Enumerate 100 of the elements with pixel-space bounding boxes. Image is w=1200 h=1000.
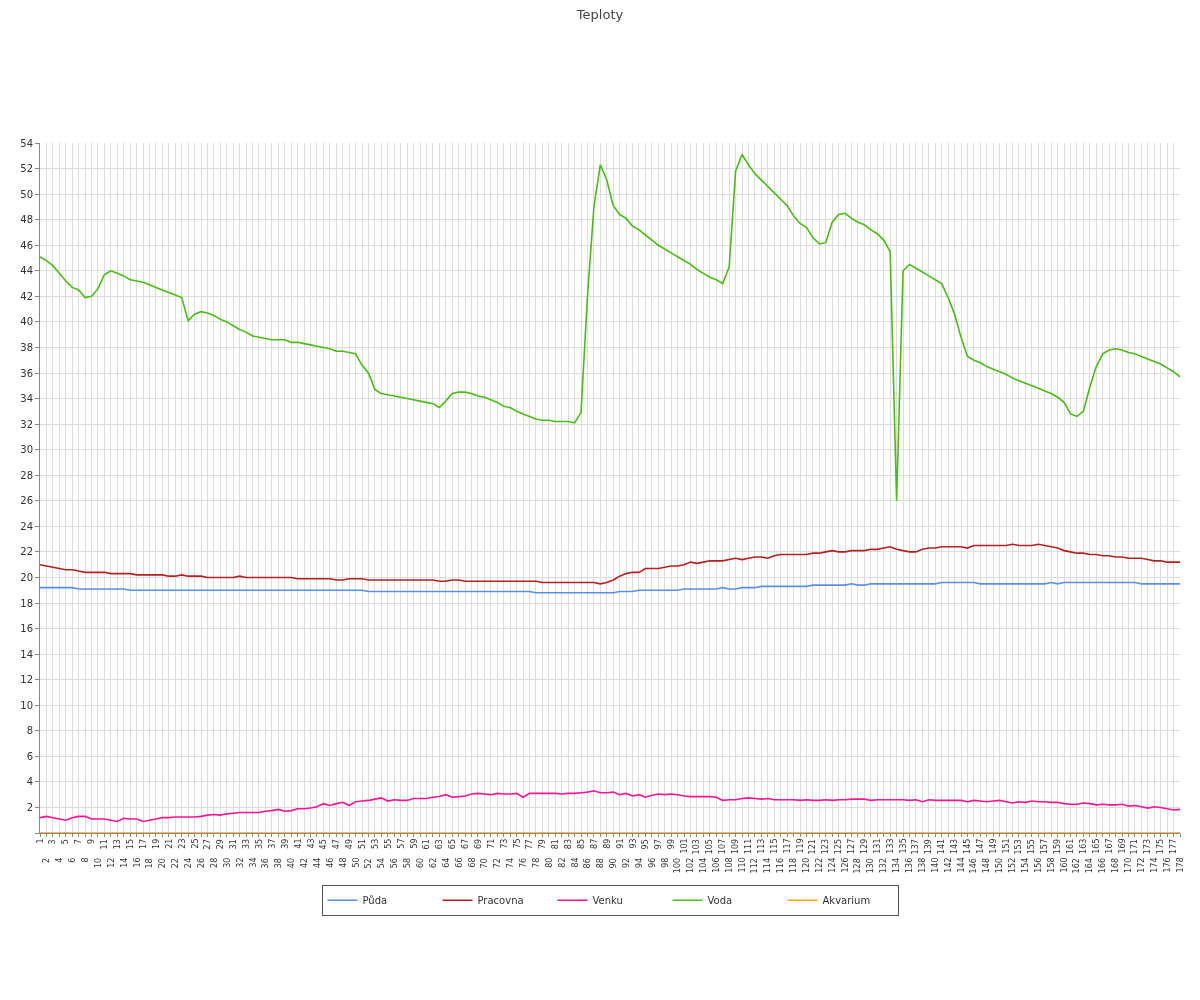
x-tick-label: 9	[87, 838, 97, 845]
x-tick-label: 96	[647, 857, 657, 868]
x-tick-label: 48	[338, 857, 348, 868]
x-tick-label: 24	[184, 857, 194, 869]
x-tick-label: 166	[1098, 857, 1108, 874]
y-tick-label: 24	[20, 520, 33, 532]
x-tick-label: 162	[1072, 858, 1082, 874]
x-tick-label: 49	[345, 838, 355, 850]
x-tick-label: 26	[197, 857, 207, 869]
x-tick-label: 82	[557, 857, 567, 868]
x-tick-label: 60	[416, 857, 425, 868]
x-tick-label: 11	[100, 839, 110, 850]
x-tick-label: 92	[622, 857, 632, 869]
x-tick-label: 174	[1149, 857, 1159, 873]
x-tick-label: 87	[589, 838, 599, 849]
y-tick-label: 52	[20, 163, 33, 175]
x-tick-label: 78	[531, 857, 541, 868]
x-tick-label: 132	[879, 857, 889, 874]
x-tick-label: 142	[943, 857, 953, 873]
x-tick-label: 130	[866, 858, 876, 874]
x-tick-label: 128	[853, 858, 863, 874]
x-tick-label: 147	[975, 838, 985, 854]
x-tick-label: 139	[924, 839, 934, 855]
y-tick-label: 32	[20, 418, 33, 430]
x-tick-label: 47	[332, 839, 342, 850]
x-tick-label: 10	[93, 857, 103, 868]
x-tick-label: 102	[686, 857, 696, 874]
x-tick-label: 53	[370, 838, 380, 849]
x-tick-label: 16	[132, 857, 142, 868]
y-tick-label: 50	[20, 188, 33, 200]
y-tick-label: 36	[20, 367, 33, 379]
x-tick-label: 151	[1001, 838, 1011, 854]
x-tick-label: 76	[519, 857, 529, 869]
x-tick-label: 54	[377, 858, 387, 869]
x-tick-label: 143	[950, 838, 960, 855]
x-tick-label: 44	[312, 857, 322, 868]
x-tick-label: 91	[615, 838, 625, 849]
x-tick-label: 74	[506, 857, 516, 869]
x-tick-label: 176	[1162, 857, 1172, 873]
x-tick-label: 57	[396, 838, 406, 849]
x-tick-label: 20	[158, 858, 168, 869]
y-tick-label: 22	[20, 546, 33, 558]
x-tick-label: 141	[937, 838, 947, 855]
chart-title: Teploty	[575, 7, 624, 23]
x-tick-label: 133	[885, 838, 895, 854]
y-tick-label: 14	[20, 648, 33, 660]
x-tick-label: 21	[164, 838, 174, 849]
x-tick-label: 111	[743, 838, 753, 854]
y-tick-label: 10	[20, 699, 33, 711]
x-tick-label: 175	[1156, 838, 1166, 855]
x-tick-label: 177	[1169, 838, 1179, 855]
x-tick-label: 43	[306, 838, 316, 849]
x-tick-label: 112	[750, 858, 760, 874]
x-tick-label: 178	[1175, 857, 1185, 873]
x-tick-label: 123	[821, 838, 831, 855]
x-tick-label: 77	[525, 839, 535, 850]
x-tick-label: 101	[679, 838, 689, 854]
x-tick-label: 115	[769, 838, 779, 854]
line-series	[40, 581, 1180, 594]
x-tick-label: 121	[808, 839, 818, 855]
x-tick-label: 164	[1085, 858, 1095, 874]
x-tick-label: 34	[248, 857, 258, 868]
x-tick-label: 19	[151, 838, 161, 849]
x-tick-label: 155	[1027, 839, 1037, 855]
x-tick-label: 154	[1020, 857, 1030, 873]
x-tick-label: 75	[512, 838, 522, 849]
x-tick-label: 127	[847, 838, 857, 855]
x-tick-label: 58	[403, 857, 413, 869]
legend-label: Půda	[362, 895, 388, 907]
x-tick-label: 7	[74, 839, 84, 845]
x-tick-label: 5	[61, 839, 71, 845]
x-tick-label: 137	[911, 839, 921, 855]
x-tick-label: 100	[673, 857, 683, 874]
x-tick-label: 129	[859, 838, 869, 854]
x-tick-label: 40	[287, 858, 297, 869]
x-tick-label: 35	[254, 838, 264, 849]
x-tick-label: 32	[235, 857, 245, 868]
x-tick-label: 120	[801, 857, 811, 873]
x-tick-label: 149	[988, 838, 998, 854]
x-tick-label: 114	[763, 858, 773, 874]
y-tick-label: 38	[20, 341, 33, 353]
line-series	[40, 153, 1180, 502]
x-tick-label: 95	[641, 839, 651, 850]
y-tick-label: 26	[20, 495, 33, 507]
x-tick-label: 134	[892, 857, 902, 874]
x-tick-label: 117	[782, 838, 792, 854]
x-tick-label: 86	[583, 858, 593, 869]
x-tick-label: 124	[827, 857, 837, 873]
x-tick-label: 98	[660, 857, 670, 868]
legend-label: Venku	[592, 895, 623, 907]
x-tick-label: 42	[300, 857, 310, 869]
y-tick-label: 20	[20, 571, 33, 583]
x-tick-label: 67	[461, 838, 471, 850]
y-tick-label: 4	[26, 776, 33, 788]
x-tick-label: 52	[364, 858, 374, 869]
y-tick-label: 16	[20, 623, 33, 635]
x-tick-label: 113	[756, 838, 766, 854]
y-tick-label: 2	[26, 801, 33, 813]
x-tick-label: 12	[106, 857, 116, 868]
x-tick-label: 109	[731, 838, 741, 855]
